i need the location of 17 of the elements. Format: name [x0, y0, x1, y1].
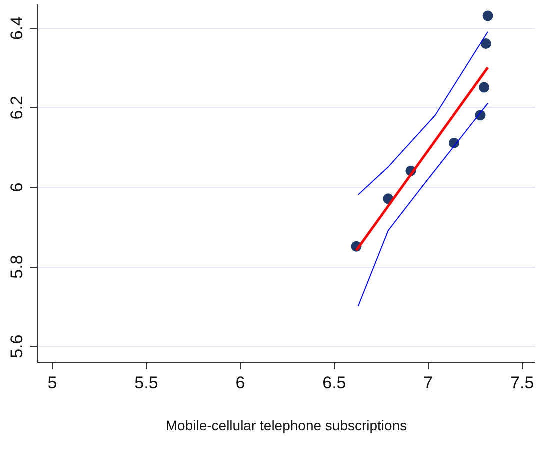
x-tick-label: 6.5: [322, 374, 346, 392]
x-axis-title: Mobile-cellular telephone subscriptions: [166, 418, 408, 434]
y-tick-label: 5.8: [8, 255, 26, 279]
y-tick-label: 6: [8, 182, 26, 192]
y-tick-label: 6.4: [8, 16, 26, 40]
line-series: [358, 31, 489, 196]
x-tick-label: 5: [48, 374, 58, 392]
x-tick-label: 6: [236, 374, 246, 392]
point: [480, 38, 492, 50]
x-tick-label: 7.5: [510, 374, 534, 392]
point: [479, 82, 490, 93]
y-tick-label: 6.2: [8, 96, 26, 120]
line-series: [358, 102, 489, 307]
point: [482, 10, 494, 22]
x-tick-label: 5.5: [134, 374, 158, 392]
y-tick-label: 5.6: [8, 334, 26, 358]
x-tick-label: 7: [424, 374, 434, 392]
